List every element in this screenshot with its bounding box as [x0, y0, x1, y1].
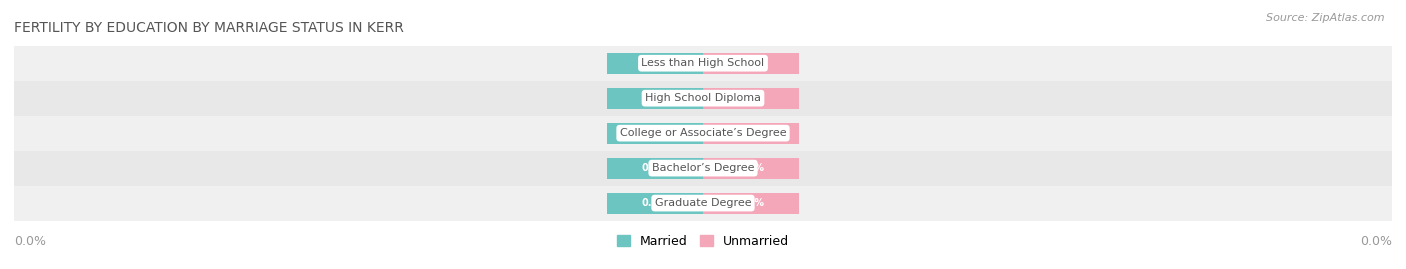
Bar — [14, 186, 1392, 221]
Text: 0.0%: 0.0% — [738, 128, 765, 138]
Text: 0.0%: 0.0% — [641, 163, 668, 173]
Text: High School Diploma: High School Diploma — [645, 93, 761, 103]
Bar — [14, 151, 1392, 186]
Bar — [14, 116, 1392, 151]
Bar — [703, 123, 800, 144]
Bar — [606, 158, 703, 179]
Text: 0.0%: 0.0% — [738, 58, 765, 68]
Bar — [606, 53, 703, 74]
Text: Graduate Degree: Graduate Degree — [655, 198, 751, 208]
Text: 0.0%: 0.0% — [641, 93, 668, 103]
Bar — [606, 123, 703, 144]
Text: Source: ZipAtlas.com: Source: ZipAtlas.com — [1267, 13, 1385, 23]
Text: Less than High School: Less than High School — [641, 58, 765, 68]
Text: 0.0%: 0.0% — [641, 128, 668, 138]
Text: 0.0%: 0.0% — [14, 235, 46, 247]
Bar — [606, 88, 703, 109]
Text: 0.0%: 0.0% — [738, 198, 765, 208]
Text: 0.0%: 0.0% — [1360, 235, 1392, 247]
Legend: Married, Unmarried: Married, Unmarried — [612, 230, 794, 253]
Bar — [14, 81, 1392, 116]
Text: Bachelor’s Degree: Bachelor’s Degree — [652, 163, 754, 173]
Text: College or Associate’s Degree: College or Associate’s Degree — [620, 128, 786, 138]
Text: 0.0%: 0.0% — [641, 58, 668, 68]
Text: 0.0%: 0.0% — [738, 163, 765, 173]
Bar — [703, 158, 800, 179]
Bar — [703, 53, 800, 74]
Bar — [703, 88, 800, 109]
Bar — [14, 46, 1392, 81]
Text: 0.0%: 0.0% — [738, 93, 765, 103]
Bar — [703, 193, 800, 214]
Bar — [606, 193, 703, 214]
Text: FERTILITY BY EDUCATION BY MARRIAGE STATUS IN KERR: FERTILITY BY EDUCATION BY MARRIAGE STATU… — [14, 21, 404, 35]
Text: 0.0%: 0.0% — [641, 198, 668, 208]
